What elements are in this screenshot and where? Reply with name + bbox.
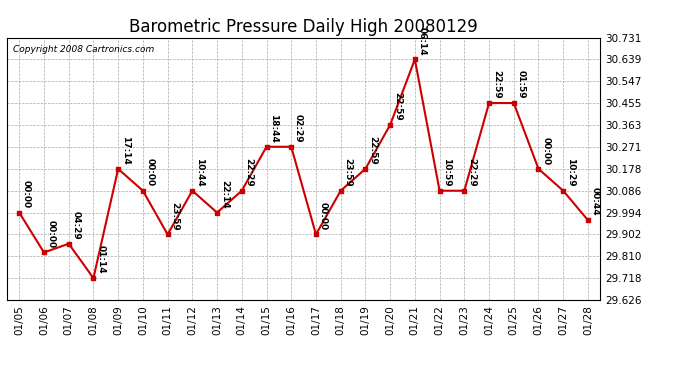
Point: [112, 166, 124, 172]
Point: [162, 231, 173, 237]
Text: 00:00: 00:00: [541, 136, 550, 165]
Text: 17:14: 17:14: [121, 136, 130, 165]
Point: [558, 188, 569, 194]
Point: [582, 217, 593, 223]
Point: [509, 100, 520, 106]
Text: 06:14: 06:14: [417, 27, 426, 55]
Point: [484, 100, 495, 106]
Text: 02:29: 02:29: [294, 114, 303, 142]
Text: 22:14: 22:14: [220, 180, 229, 209]
Point: [63, 241, 75, 247]
Text: 10:29: 10:29: [566, 158, 575, 186]
Text: 00:00: 00:00: [47, 220, 56, 248]
Point: [39, 249, 50, 255]
Title: Barometric Pressure Daily High 20080129: Barometric Pressure Daily High 20080129: [129, 18, 478, 36]
Text: 22:59: 22:59: [368, 136, 377, 165]
Text: 18:44: 18:44: [269, 114, 278, 142]
Point: [360, 166, 371, 172]
Text: 01:14: 01:14: [96, 245, 105, 274]
Text: 22:29: 22:29: [244, 158, 253, 186]
Point: [434, 188, 445, 194]
Point: [335, 188, 346, 194]
Text: 10:59: 10:59: [442, 158, 451, 186]
Text: 01:59: 01:59: [517, 70, 526, 99]
Text: 22:29: 22:29: [467, 158, 476, 186]
Text: 00:00: 00:00: [319, 202, 328, 230]
Point: [137, 188, 148, 194]
Text: 22:59: 22:59: [492, 70, 501, 99]
Point: [384, 122, 395, 128]
Point: [212, 210, 223, 216]
Text: 04:29: 04:29: [72, 211, 81, 240]
Point: [459, 188, 470, 194]
Point: [409, 56, 420, 62]
Point: [14, 210, 25, 216]
Point: [533, 166, 544, 172]
Point: [88, 275, 99, 281]
Point: [286, 144, 297, 150]
Text: 23:59: 23:59: [170, 201, 179, 230]
Text: 22:59: 22:59: [393, 92, 402, 121]
Text: 23:59: 23:59: [344, 158, 353, 186]
Point: [310, 231, 322, 237]
Text: 00:00: 00:00: [146, 158, 155, 186]
Text: 00:00: 00:00: [22, 180, 31, 209]
Point: [236, 188, 247, 194]
Text: 00:44: 00:44: [591, 188, 600, 216]
Point: [187, 188, 198, 194]
Text: Copyright 2008 Cartronics.com: Copyright 2008 Cartronics.com: [13, 45, 154, 54]
Point: [261, 144, 272, 150]
Text: 10:44: 10:44: [195, 158, 204, 186]
